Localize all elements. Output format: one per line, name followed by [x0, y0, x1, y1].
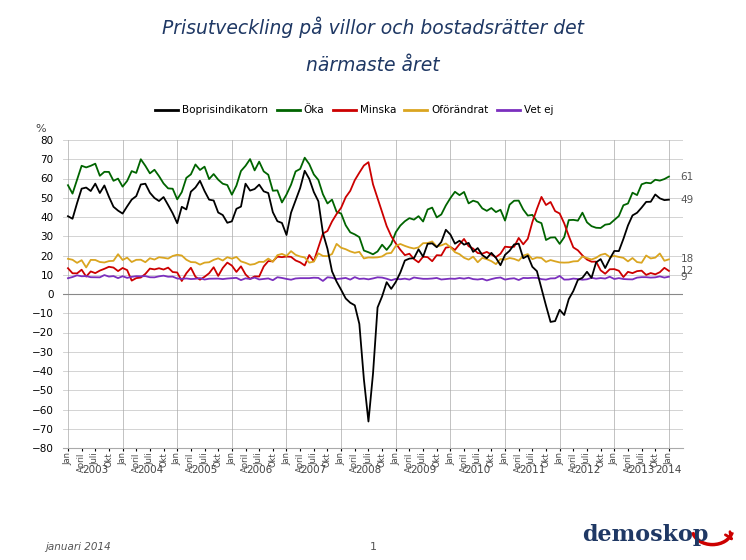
Text: 2003: 2003 — [82, 465, 108, 475]
Text: januari 2014: januari 2014 — [45, 542, 110, 552]
Text: 2007: 2007 — [301, 465, 327, 475]
Text: 2004: 2004 — [137, 465, 163, 475]
Legend: Boprisindikatorn, Öka, Minska, Oförändrat, Vet ej: Boprisindikatorn, Öka, Minska, Oförändra… — [151, 101, 558, 119]
Text: 2006: 2006 — [246, 465, 272, 475]
Text: 2011: 2011 — [519, 465, 545, 475]
Text: 2013: 2013 — [628, 465, 655, 475]
Text: %: % — [36, 124, 46, 134]
Text: 2005: 2005 — [192, 465, 218, 475]
Text: 49: 49 — [680, 195, 694, 204]
Text: 61: 61 — [680, 171, 694, 181]
Text: 2010: 2010 — [465, 465, 491, 475]
Text: 2012: 2012 — [574, 465, 601, 475]
Text: 12: 12 — [680, 266, 694, 276]
Text: 1: 1 — [369, 542, 377, 552]
Text: 2009: 2009 — [410, 465, 436, 475]
Text: demoskop: demoskop — [582, 524, 709, 546]
Text: 9: 9 — [680, 272, 687, 282]
Text: 18: 18 — [680, 254, 694, 264]
Text: 2008: 2008 — [355, 465, 381, 475]
Text: 2014: 2014 — [656, 465, 682, 475]
Text: Prisutveckling på villor och bostadsrätter det: Prisutveckling på villor och bostadsrätt… — [162, 17, 584, 38]
Text: närmaste året: närmaste året — [306, 56, 440, 75]
